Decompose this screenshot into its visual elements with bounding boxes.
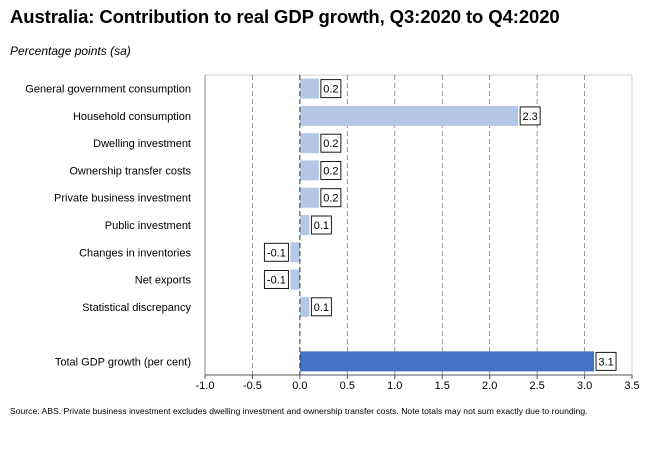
data-label: -0.1 [267,247,286,259]
category-label: Public investment [105,220,191,232]
bar [299,160,319,181]
category-label: Ownership transfer costs [69,165,191,177]
data-label-box [310,297,332,317]
data-label-box [320,79,342,99]
category-label: Total GDP growth (per cent) [55,356,191,368]
x-tick-label: 2.0 [482,380,497,392]
data-label: -0.1 [267,275,286,287]
category-label: Dwelling investment [93,138,191,150]
source-note: Source: ABS. Private business investment… [10,406,588,416]
data-label: 0.2 [323,138,338,150]
data-label: 2.3 [522,111,537,123]
bar [299,296,310,317]
data-label: 0.1 [314,220,329,232]
data-label-box [320,133,342,153]
data-label-box [310,215,332,235]
data-label: 0.2 [323,165,338,177]
x-tick-label: 3.0 [577,380,592,392]
x-tick-label: 2.5 [529,380,544,392]
x-tick-label: 1.0 [387,380,402,392]
bar [299,187,319,208]
chart-title: Australia: Contribution to real GDP grow… [10,6,560,27]
x-tick-label: 0.0 [292,380,307,392]
data-label: 0.2 [323,84,338,96]
x-tick-label: 3.5 [624,380,639,392]
data-label: 0.2 [323,193,338,205]
data-label-box [320,188,342,208]
x-tick-label: -1.0 [196,380,215,392]
category-label: Household consumption [73,111,191,123]
category-label: Changes in inventories [79,247,191,259]
data-label: 3.1 [598,356,613,368]
bar [299,351,595,372]
bar [299,78,319,99]
category-label: Statistical discrepancy [82,302,191,314]
x-tick-label: 0.5 [340,380,355,392]
data-label-box [595,351,617,371]
x-tick-label: 1.5 [435,380,450,392]
data-label-box [519,106,541,126]
data-label-box [263,270,289,289]
bar [299,105,519,126]
data-label-box [320,161,342,180]
x-tick-label: -0.5 [243,380,262,392]
chart-subtitle: Percentage points (sa) [10,44,131,58]
category-label: General government consumption [25,84,191,96]
bar [290,269,300,290]
data-label: 0.1 [314,302,329,314]
data-label-box [263,242,289,262]
category-label: Private business investment [54,193,191,205]
bar [299,133,319,154]
bar [290,242,300,263]
bar [299,215,310,235]
category-label: Net exports [135,275,192,287]
